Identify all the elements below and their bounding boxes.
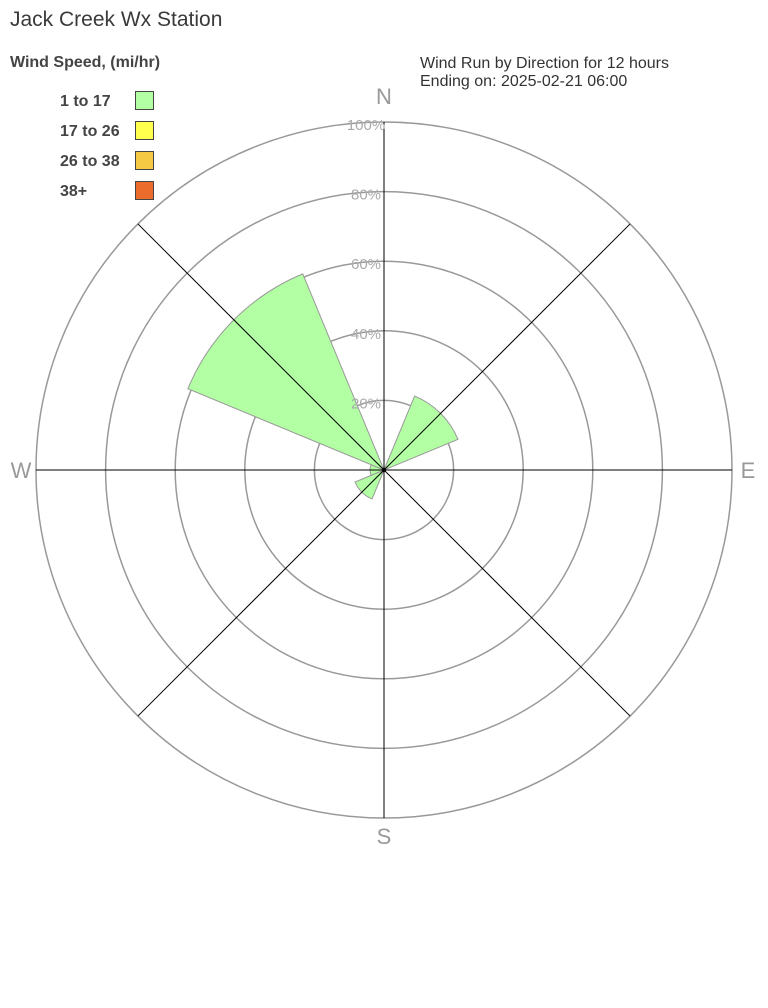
- chart-title: Jack Creek Wx Station: [10, 8, 223, 31]
- ring-label: 80%: [351, 187, 381, 204]
- legend-label: 38+: [60, 183, 88, 200]
- legend-swatch: [135, 151, 154, 170]
- spoke-line: [383, 469, 631, 717]
- direction-label-w: W: [11, 458, 32, 483]
- ring-label: 100%: [347, 117, 385, 134]
- direction-label-e: E: [741, 458, 756, 483]
- ring-label: 40%: [351, 326, 381, 343]
- legend-label: 17 to 26: [60, 123, 120, 140]
- legend-label: 26 to 38: [60, 153, 120, 170]
- spoke-line: [137, 223, 385, 471]
- legend-swatch: [135, 121, 154, 140]
- legend-title: Wind Speed, (mi/hr): [10, 54, 161, 71]
- ring-label: 20%: [351, 395, 381, 412]
- legend-swatch: [135, 181, 154, 200]
- direction-label-n: N: [376, 84, 392, 109]
- legend-swatch: [135, 91, 154, 110]
- spoke-line: [383, 223, 631, 471]
- subtitle-line-2: Ending on: 2025-02-21 06:00: [420, 73, 628, 90]
- ring-label: 60%: [351, 256, 381, 273]
- legend-label: 1 to 17: [60, 93, 111, 110]
- chart-subtitle: Wind Run by Direction for 12 hours Endin…: [420, 55, 669, 91]
- center-dot: [382, 468, 386, 472]
- subtitle-line-1: Wind Run by Direction for 12 hours: [420, 55, 669, 72]
- spoke-line: [137, 469, 385, 717]
- direction-label-s: S: [377, 824, 392, 849]
